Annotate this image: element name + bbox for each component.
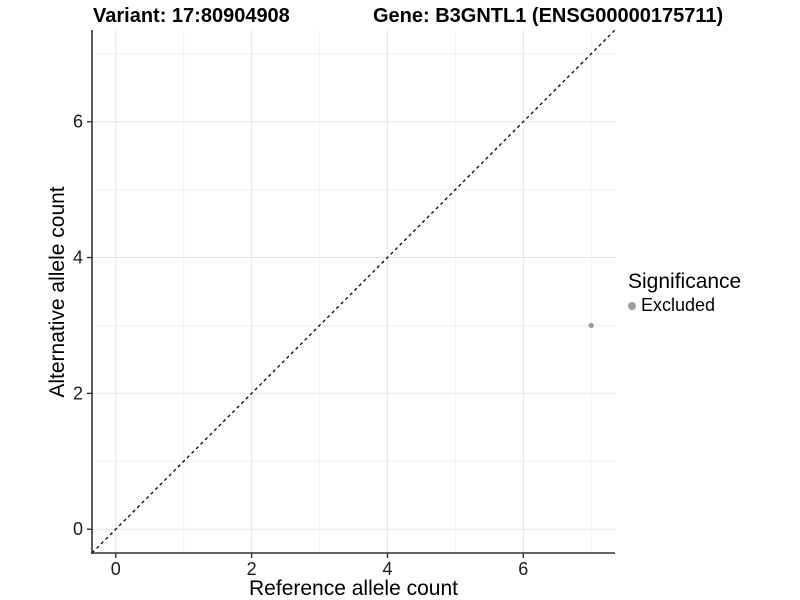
x-tick-label: 2 <box>247 559 257 579</box>
x-tick-label: 4 <box>382 559 392 579</box>
x-axis-title: Reference allele count <box>249 577 458 600</box>
plot-title-variant: Variant: 17:80904908 <box>93 5 290 27</box>
y-tick-label: 0 <box>73 519 83 539</box>
y-tick-label: 2 <box>73 383 83 403</box>
y-tick-label: 6 <box>73 112 83 132</box>
plot-title-gene: Gene: B3GNTL1 (ENSG00000175711) <box>373 5 724 27</box>
x-tick-label: 6 <box>518 559 528 579</box>
legend-point-icon <box>628 302 636 311</box>
y-tick-label: 4 <box>73 248 83 268</box>
data-point <box>588 322 594 329</box>
legend-item-excluded: Excluded <box>628 295 741 316</box>
legend-item-label: Excluded <box>641 295 716 316</box>
y-axis-title: Alternative allele count <box>46 186 69 398</box>
legend-title: Significance <box>628 270 742 293</box>
x-tick-label: 0 <box>111 559 121 579</box>
legend: Significance Excluded <box>628 270 741 316</box>
identity-dashed-line <box>91 29 616 554</box>
